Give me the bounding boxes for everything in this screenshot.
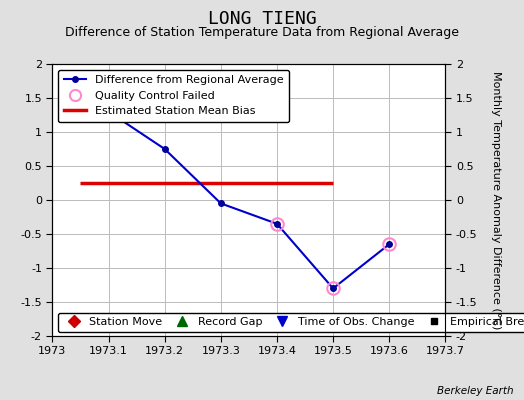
Text: Difference of Station Temperature Data from Regional Average: Difference of Station Temperature Data f… <box>65 26 459 39</box>
Text: LONG TIENG: LONG TIENG <box>208 10 316 28</box>
Y-axis label: Monthly Temperature Anomaly Difference (°C): Monthly Temperature Anomaly Difference (… <box>492 71 501 329</box>
Legend: Station Move, Record Gap, Time of Obs. Change, Empirical Break: Station Move, Record Gap, Time of Obs. C… <box>58 313 524 332</box>
Text: Berkeley Earth: Berkeley Earth <box>437 386 514 396</box>
